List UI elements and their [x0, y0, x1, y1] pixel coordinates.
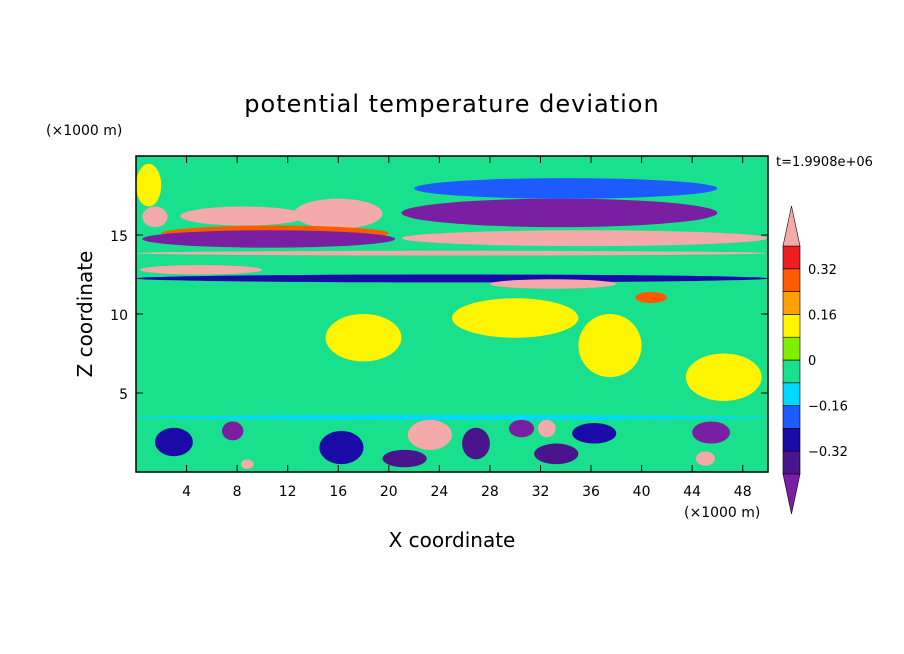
field-region-24 — [382, 449, 427, 468]
field-region-11 — [414, 178, 718, 199]
y-unit-label: (×1000 m) — [46, 123, 122, 139]
colorbar-segment — [782, 450, 801, 475]
field-region-1 — [136, 250, 768, 256]
x-axis-label: X coordinate — [389, 528, 516, 552]
field-region-12 — [136, 163, 162, 207]
x-tick-label: 8 — [233, 484, 242, 500]
field-region-26 — [508, 419, 535, 438]
y-tick-label: 15 — [110, 229, 128, 245]
colorbar-segment — [782, 382, 801, 406]
colorbar-extend-bottom — [782, 473, 801, 515]
x-tick-label: 48 — [734, 484, 752, 500]
field-region-15 — [635, 291, 667, 303]
colorbar-tick-label: 0 — [808, 354, 816, 369]
field-region-28 — [534, 443, 579, 465]
colorbar-segment — [782, 359, 801, 384]
colorbar-segment — [782, 245, 801, 270]
field-regions — [136, 163, 768, 469]
y-axis-label: Z coordinate — [73, 251, 97, 378]
field-region-27 — [537, 419, 556, 438]
field-region-23 — [319, 430, 364, 465]
field-region-25 — [462, 427, 490, 460]
colorbar-segment — [782, 428, 801, 452]
x-unit-label: (×1000 m) — [684, 505, 760, 521]
field-region-22 — [221, 421, 244, 441]
field-region-16 — [325, 314, 402, 362]
x-tick-label: 4 — [182, 484, 191, 500]
field-region-21 — [154, 427, 193, 457]
colorbar-tick-label: −0.32 — [808, 445, 848, 460]
field-region-10 — [401, 198, 718, 228]
y-axis: 5 10 15 — [110, 229, 768, 403]
colorbar-tick-label: 0.32 — [808, 263, 837, 278]
x-tick-label: 40 — [633, 484, 651, 500]
field-region-17 — [452, 298, 579, 338]
field-region-29 — [572, 423, 617, 444]
colorbar-segment — [782, 314, 801, 338]
colorbar-extend-top — [782, 205, 801, 247]
field-region-8 — [142, 230, 396, 248]
x-tick-label: 44 — [683, 484, 701, 500]
x-axis: 4 8 12 16 20 24 28 32 36 40 44 48 — [182, 156, 752, 500]
chart-title: potential temperature deviation — [244, 90, 659, 118]
x-tick-label: 32 — [532, 484, 550, 500]
field-region-18 — [578, 314, 642, 378]
field-region-2 — [136, 274, 768, 283]
colorbar: 0.32 0.16 0 −0.16 −0.32 — [782, 205, 848, 515]
colorbar-tick-label: 0.16 — [808, 308, 837, 323]
x-tick-label: 36 — [582, 484, 600, 500]
y-tick-label: 5 — [119, 387, 128, 403]
colorbar-tick-label: −0.16 — [808, 400, 848, 415]
colorbar-segment — [782, 336, 801, 361]
field-region-9 — [401, 230, 768, 247]
field-region-32 — [240, 459, 254, 469]
x-tick-label: 16 — [329, 484, 347, 500]
field-region-13 — [139, 265, 263, 275]
colorbar-segment — [782, 291, 801, 315]
field-region-3 — [136, 415, 768, 420]
field-region-20 — [407, 419, 452, 450]
x-tick-label: 28 — [481, 484, 499, 500]
colorbar-segment — [782, 405, 801, 429]
plot-area — [136, 156, 768, 472]
x-tick-label: 20 — [380, 484, 398, 500]
field-region-19 — [685, 353, 762, 401]
field-region-4 — [142, 206, 168, 228]
field-region-5 — [180, 206, 307, 226]
field-region-31 — [695, 451, 715, 466]
time-label: t=1.9908e+06 — [776, 155, 873, 170]
field-region-30 — [692, 421, 731, 444]
field-region-14 — [489, 279, 617, 289]
colorbar-segment — [782, 268, 801, 292]
x-tick-label: 12 — [279, 484, 297, 500]
field-region-6 — [294, 198, 383, 229]
y-tick-label: 10 — [110, 308, 128, 324]
x-tick-label: 24 — [430, 484, 448, 500]
